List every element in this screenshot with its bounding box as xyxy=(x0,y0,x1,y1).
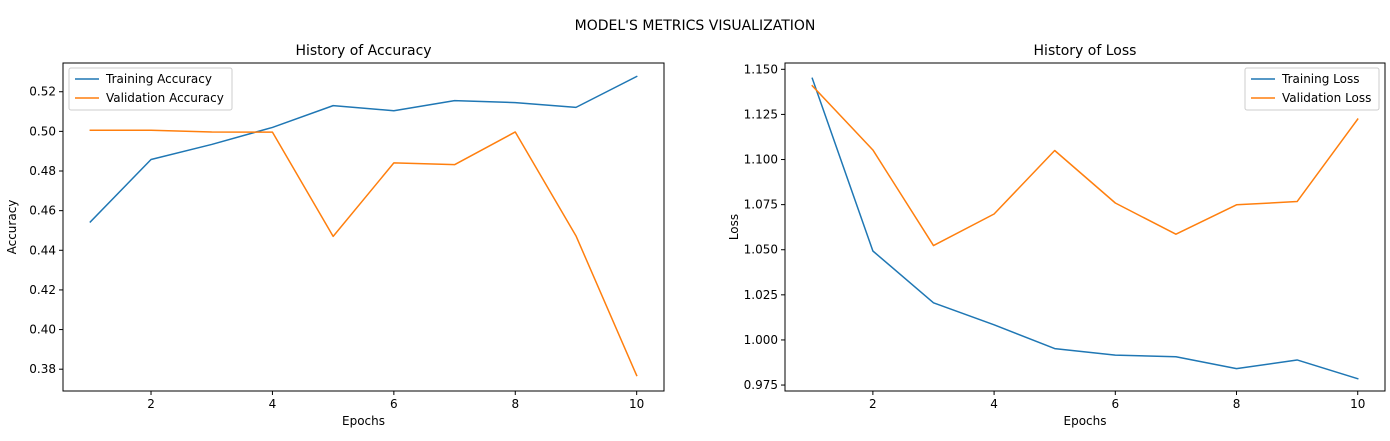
x-tick-label: 6 xyxy=(1111,397,1119,411)
legend-frame xyxy=(1244,67,1380,111)
legend-label: Training Loss xyxy=(1281,72,1359,86)
accuracy-chart: History of Accuracy 2 4 6 8 10 0.38 0.40 0.42 0.4… xyxy=(5,43,665,428)
chart-title: History of Loss xyxy=(1034,43,1137,59)
legend: Training Loss Validation Loss xyxy=(1244,67,1380,111)
y-tick-label: 0.40 xyxy=(29,323,56,337)
x-axis-label: Epochs xyxy=(342,414,385,428)
y-tick-label: 0.38 xyxy=(29,362,56,376)
plot-area xyxy=(784,62,1386,392)
y-axis-label: Loss xyxy=(727,214,741,240)
legend-label: Training Accuracy xyxy=(105,72,212,86)
loss-chart: History of Loss 2 4 6 8 10 0.975 1.000 1.025 1.05… xyxy=(727,43,1386,428)
y-tick-label: 0.975 xyxy=(744,378,778,392)
figure-title: MODEL'S METRICS VISUALIZATION xyxy=(574,18,816,34)
y-tick-label: 1.100 xyxy=(744,153,778,167)
legend-label: Validation Accuracy xyxy=(106,91,224,105)
x-tick-label: 8 xyxy=(511,397,519,411)
y-tick-label: 1.125 xyxy=(744,107,778,121)
x-tick-label: 4 xyxy=(269,397,277,411)
x-tick-label: 10 xyxy=(629,397,644,411)
y-tick-label: 0.48 xyxy=(29,164,56,178)
series-line-training-accuracy xyxy=(89,75,638,224)
series-line-validation-loss xyxy=(811,84,1359,247)
x-tick-label: 6 xyxy=(390,397,398,411)
series-line-training-loss xyxy=(811,77,1359,380)
x-tick-label: 4 xyxy=(990,397,998,411)
x-tick-label: 10 xyxy=(1350,397,1365,411)
y-axis-label: Accuracy xyxy=(5,200,19,255)
y-tick-label: 1.000 xyxy=(744,333,778,347)
y-tick-label: 0.44 xyxy=(29,243,56,257)
legend: Training Accuracy Validation Accuracy xyxy=(68,67,233,111)
y-tick-label: 1.075 xyxy=(744,198,778,212)
legend-frame xyxy=(68,67,233,111)
legend-label: Validation Loss xyxy=(1282,91,1371,105)
y-tick-label: 0.52 xyxy=(29,85,56,99)
y-tick-label: 1.150 xyxy=(744,62,778,76)
y-tick-label: 1.050 xyxy=(744,243,778,257)
x-tick-label: 2 xyxy=(869,397,877,411)
plot-area xyxy=(62,62,665,392)
y-tick-label: 0.42 xyxy=(29,283,56,297)
x-tick-label: 8 xyxy=(1233,397,1241,411)
y-tick-label: 1.025 xyxy=(744,288,778,302)
x-axis-label: Epochs xyxy=(1064,414,1107,428)
series-line-validation-accuracy xyxy=(89,129,638,377)
chart-title: History of Accuracy xyxy=(295,43,431,59)
y-tick-label: 0.46 xyxy=(29,204,56,218)
y-tick-label: 0.50 xyxy=(29,124,56,138)
x-tick-label: 2 xyxy=(147,397,155,411)
